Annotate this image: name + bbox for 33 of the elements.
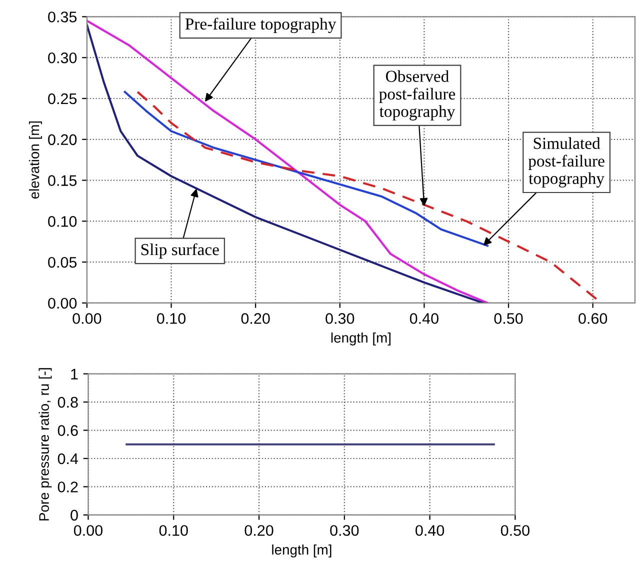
x-tick-label: 0.20 [244, 525, 274, 536]
x-tick-label: 0.10 [159, 525, 188, 536]
x-tick-label: 0.20 [241, 313, 270, 324]
y-tick-label: 0.25 [48, 93, 77, 104]
x-tick-label: 0.30 [330, 525, 359, 536]
x-tick-label: 0.60 [578, 313, 608, 324]
x-tick-label: 0.40 [410, 313, 438, 324]
annotation: Simulated post-failure topography [528, 137, 604, 188]
x-tick-label: 0.50 [494, 313, 523, 324]
y-tick-label: 0.05 [48, 256, 77, 268]
y-tick-label: 0 [70, 510, 78, 521]
y-tick-label: 0.6 [58, 425, 78, 436]
x-axis-title: length [m] [272, 544, 332, 558]
y-tick-label: 0.2 [58, 482, 78, 492]
y-axis-title: Pore pressure ratio, ru [-] [38, 368, 52, 520]
annotation: Slip surface [141, 243, 219, 259]
x-tick-label: 0.50 [500, 525, 530, 536]
x-tick-label: 0.30 [326, 313, 354, 324]
y-tick-label: 1 [71, 368, 78, 380]
y-tick-label: 0.00 [48, 298, 77, 309]
y-tick-label: 0.20 [48, 134, 77, 146]
x-axis-title: length [m] [331, 332, 390, 346]
x-tick-label: 0.10 [156, 313, 186, 324]
y-tick-label: 0.15 [48, 175, 77, 186]
y-tick-label: 0.8 [58, 396, 78, 408]
y-tick-label: 0.10 [48, 216, 77, 227]
annotation: Pre-failure topography [185, 18, 336, 34]
x-tick-label: 0.40 [416, 525, 444, 536]
y-axis-title: elevation [m] [28, 121, 42, 199]
y-tick-label: 0.4 [58, 453, 78, 464]
annotation: Observed post-failure topography [379, 70, 456, 120]
y-tick-label: 0.30 [48, 52, 77, 64]
y-tick-label: 0.35 [48, 12, 77, 22]
